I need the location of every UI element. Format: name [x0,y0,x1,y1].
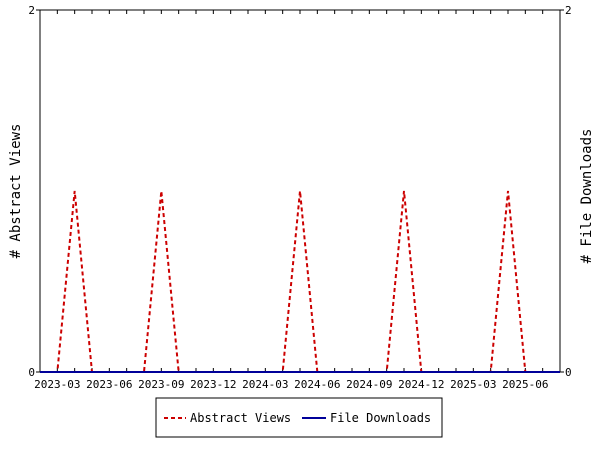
x-tick-label: 2024-12 [398,378,444,391]
legend: Abstract Views File Downloads [155,397,443,438]
x-tick-label: 2023-03 [34,378,80,391]
x-tick-label: 2024-03 [242,378,288,391]
x-tick-label: 2023-06 [86,378,132,391]
x-tick-label: 2025-03 [450,378,496,391]
x-tick-label: 2024-06 [294,378,340,391]
series-layer [40,190,560,373]
x-axis: 2023-03 2023-06 2023-09 2023-12 2024-03 2024-… [34,10,561,391]
plot-area [39,9,561,373]
y-right-tick-label: 2 [565,4,572,17]
legend-label-abstract-views: Abstract Views [190,411,291,425]
y-right-tick-label: 0 [565,366,572,379]
x-tick-label: 2024-09 [346,378,392,391]
y-left-tick-label: 2 [28,4,35,17]
x-tick-label: 2025-06 [502,378,548,391]
y-left-tick-label: 0 [28,366,35,379]
x-tick-label: 2023-12 [190,378,236,391]
y-axis-title-left: # Abstract Views [8,124,24,259]
y-axis: 0 2 0 2 [28,4,571,379]
x-tick-label: 2023-09 [138,378,184,391]
y-axis-title-right: # File Downloads [579,129,595,264]
legend-box [155,397,443,438]
legend-label-file-downloads: File Downloads [330,411,431,425]
